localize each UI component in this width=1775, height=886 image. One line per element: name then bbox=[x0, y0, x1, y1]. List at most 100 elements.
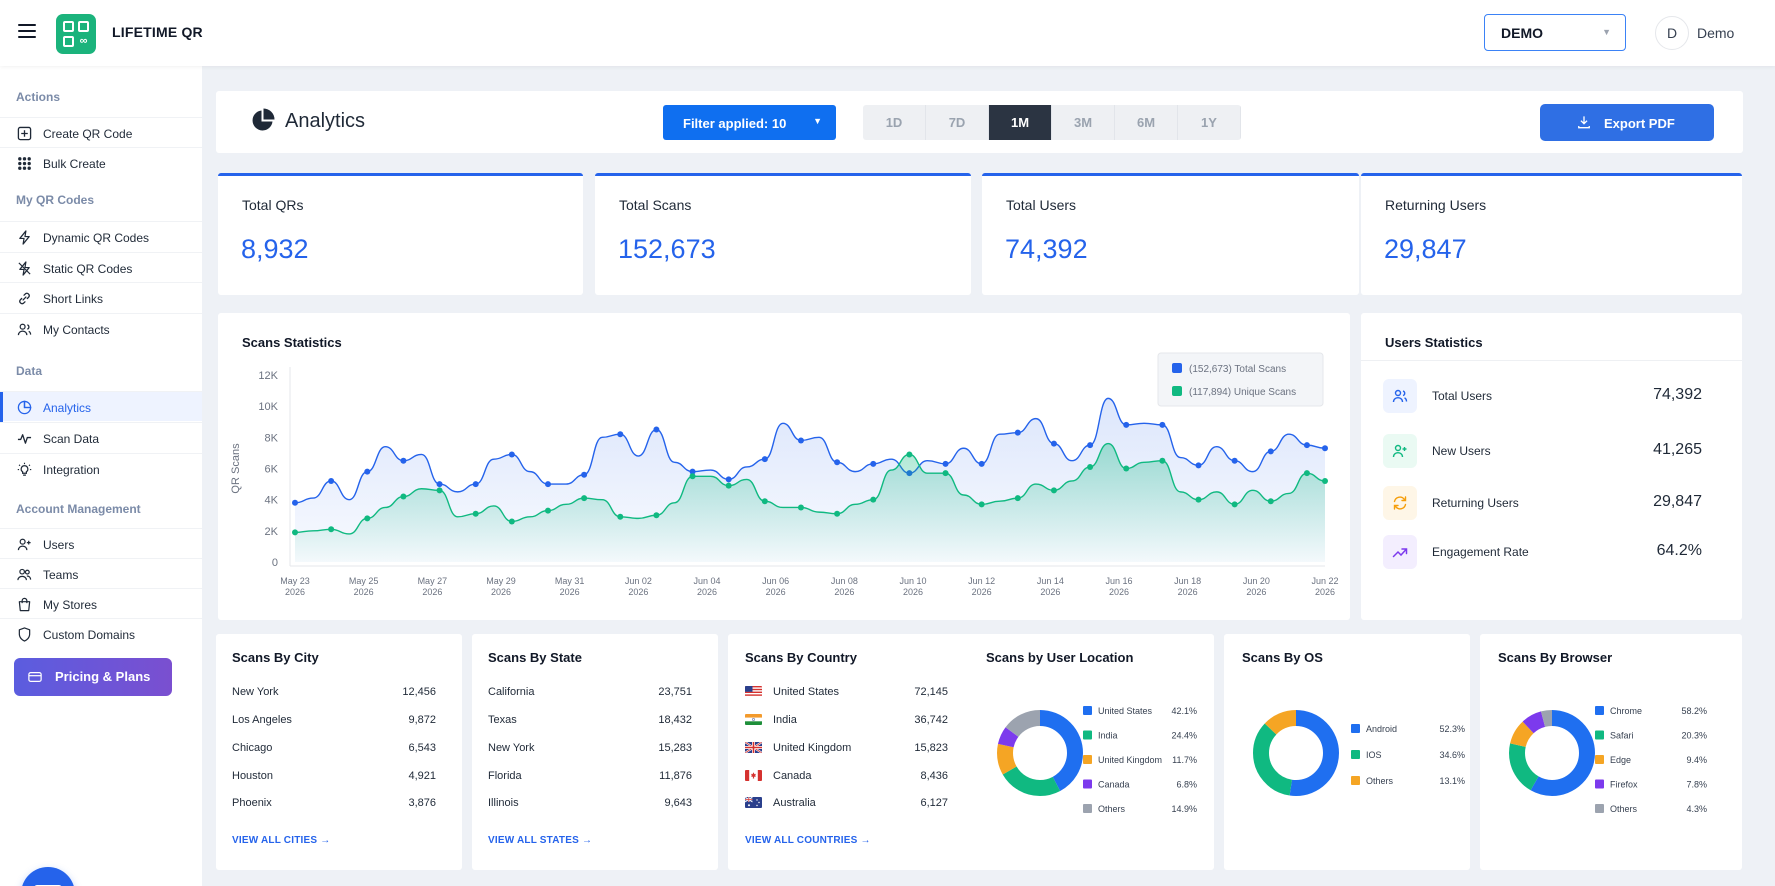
users-stat-value: 74,392 bbox=[1653, 386, 1702, 403]
logo-icon: ∞ bbox=[56, 14, 96, 54]
sidebar-item-my-contacts[interactable]: My Contacts bbox=[0, 313, 202, 343]
legend-label: Safari bbox=[1610, 731, 1634, 741]
city-value: 12,456 bbox=[402, 686, 436, 698]
users-stat-returning: Returning Users 29,847 bbox=[1361, 486, 1742, 526]
sidebar-item-custom-domains[interactable]: Custom Domains bbox=[0, 618, 202, 648]
pricing-plans-button[interactable]: Pricing & Plans bbox=[14, 658, 172, 696]
legend-swatch bbox=[1083, 804, 1092, 813]
export-pdf-button[interactable]: Export PDF bbox=[1540, 104, 1714, 141]
range-6m-button[interactable]: 6M bbox=[1115, 105, 1178, 140]
donut-slice bbox=[1509, 710, 1595, 796]
list-item: New York 15,283 bbox=[488, 742, 692, 760]
card-title: Scans By State bbox=[488, 650, 582, 665]
users-stat-total: Total Users 74,392 bbox=[1361, 379, 1742, 419]
total-scans-point bbox=[1322, 445, 1328, 452]
os-donut-chart: Android 52.3% IOS 34.6% Others 13.1% bbox=[1253, 710, 1465, 796]
view-all-states-link[interactable]: VIEW ALL STATES → bbox=[488, 835, 592, 846]
unique-scans-point bbox=[978, 501, 985, 508]
chat-button[interactable] bbox=[21, 867, 75, 886]
legend-percent: 9.4% bbox=[1686, 755, 1707, 765]
unique-scans-point bbox=[870, 496, 877, 503]
sidebar-item-analytics[interactable]: Analytics bbox=[0, 391, 202, 422]
stat-title: Total Scans bbox=[619, 197, 692, 213]
card-title: Scans By City bbox=[232, 650, 319, 665]
card-title: Scans by User Location bbox=[986, 650, 1134, 665]
total-scans-point bbox=[797, 437, 804, 444]
x-tick-label: Jun 12 bbox=[968, 576, 995, 586]
y-axis-label: QR Scans bbox=[230, 443, 242, 494]
activity-icon bbox=[17, 434, 32, 444]
sidebar-item-teams[interactable]: Teams bbox=[0, 558, 202, 588]
state-name: California bbox=[488, 686, 535, 698]
sidebar-item-integration[interactable]: Integration bbox=[0, 453, 202, 483]
sidebar-item-bulk-create[interactable]: Bulk Create bbox=[0, 147, 202, 177]
sidebar-item-my-stores[interactable]: My Stores bbox=[0, 588, 202, 618]
total-scans-point bbox=[1159, 421, 1166, 428]
unique-scans-point bbox=[1123, 465, 1130, 472]
legend-label: IOS bbox=[1366, 750, 1382, 760]
total-scans-point bbox=[725, 476, 732, 483]
legend-percent: 20.3% bbox=[1681, 731, 1707, 741]
donut-slice bbox=[1509, 710, 1595, 796]
total-scans-point bbox=[544, 481, 551, 488]
sidebar-item-static-qr-codes[interactable]: Static QR Codes bbox=[0, 252, 202, 282]
sidebar-item-users[interactable]: Users bbox=[0, 528, 202, 558]
legend-swatch bbox=[1351, 724, 1360, 733]
stat-title: Returning Users bbox=[1385, 197, 1487, 213]
sidebar-item-short-links[interactable]: Short Links bbox=[0, 282, 202, 312]
x-tick-label: May 31 bbox=[555, 576, 585, 586]
view-all-cities-link[interactable]: VIEW ALL CITIES → bbox=[232, 835, 330, 846]
state-value: 23,751 bbox=[658, 686, 692, 698]
total-scans-point bbox=[364, 468, 371, 475]
x-tick-label: 2026 bbox=[422, 587, 442, 597]
pie-chart-icon bbox=[252, 108, 275, 131]
state-value: 18,432 bbox=[658, 714, 692, 726]
view-all-countries-link[interactable]: VIEW ALL COUNTRIES → bbox=[745, 835, 871, 846]
unique-scans-point bbox=[1050, 487, 1057, 494]
stat-title: Total QRs bbox=[242, 197, 304, 213]
city-name: Chicago bbox=[232, 742, 273, 754]
users-stat-value: 64.2% bbox=[1656, 542, 1702, 559]
unique-scans-point bbox=[292, 529, 298, 536]
workspace-select[interactable]: DEMO ▼ bbox=[1484, 14, 1626, 51]
arrow-right-icon: → bbox=[320, 835, 331, 846]
unique-scans-point bbox=[400, 493, 407, 500]
total-scans-point bbox=[1195, 462, 1202, 469]
x-tick-label: Jun 18 bbox=[1174, 576, 1201, 586]
unique-scans-point bbox=[1087, 463, 1094, 470]
legend-percent: 34.6% bbox=[1439, 750, 1465, 760]
sidebar-item-dynamic-qr-codes[interactable]: Dynamic QR Codes bbox=[0, 221, 202, 251]
country-name: Canada bbox=[773, 770, 812, 782]
city-name: Houston bbox=[232, 770, 273, 782]
stat-value: 152,673 bbox=[618, 234, 716, 264]
menu-icon[interactable] bbox=[18, 24, 36, 38]
x-tick-label: Jun 22 bbox=[1311, 576, 1338, 586]
list-item: Australia 6,127 bbox=[745, 797, 948, 815]
sidebar-item-label: Short Links bbox=[43, 292, 104, 306]
legend-swatch bbox=[1083, 706, 1092, 715]
total-scans-point bbox=[508, 451, 515, 458]
sidebar-item-label: Users bbox=[43, 538, 75, 552]
avatar[interactable]: D bbox=[1655, 16, 1689, 50]
unique-scans-point bbox=[436, 487, 443, 494]
country-value: 6,127 bbox=[920, 797, 948, 809]
sidebar-item-scan-data[interactable]: Scan Data bbox=[0, 422, 202, 452]
range-1y-button[interactable]: 1Y bbox=[1178, 105, 1241, 140]
range-3m-button[interactable]: 3M bbox=[1052, 105, 1115, 140]
filter-button[interactable]: Filter applied: 10 ▼ bbox=[663, 105, 836, 140]
trending-up-icon bbox=[1383, 535, 1417, 569]
uk-flag-icon bbox=[745, 742, 762, 753]
range-1d-button[interactable]: 1D bbox=[863, 105, 926, 140]
sidebar-item-create-qr-code[interactable]: Create QR Code bbox=[0, 117, 202, 147]
total-scans-point bbox=[436, 481, 443, 488]
range-7d-button[interactable]: 7D bbox=[926, 105, 989, 140]
refresh-icon bbox=[1383, 486, 1417, 520]
city-value: 4,921 bbox=[408, 770, 436, 782]
x-tick-label: 2026 bbox=[697, 587, 717, 597]
x-tick-label: 2026 bbox=[1315, 587, 1335, 597]
us-flag-icon bbox=[745, 686, 762, 697]
user-name[interactable]: Demo bbox=[1697, 25, 1735, 41]
sidebar-item-label: Bulk Create bbox=[43, 157, 106, 171]
range-1m-button[interactable]: 1M bbox=[989, 105, 1052, 140]
city-value: 6,543 bbox=[408, 742, 436, 754]
